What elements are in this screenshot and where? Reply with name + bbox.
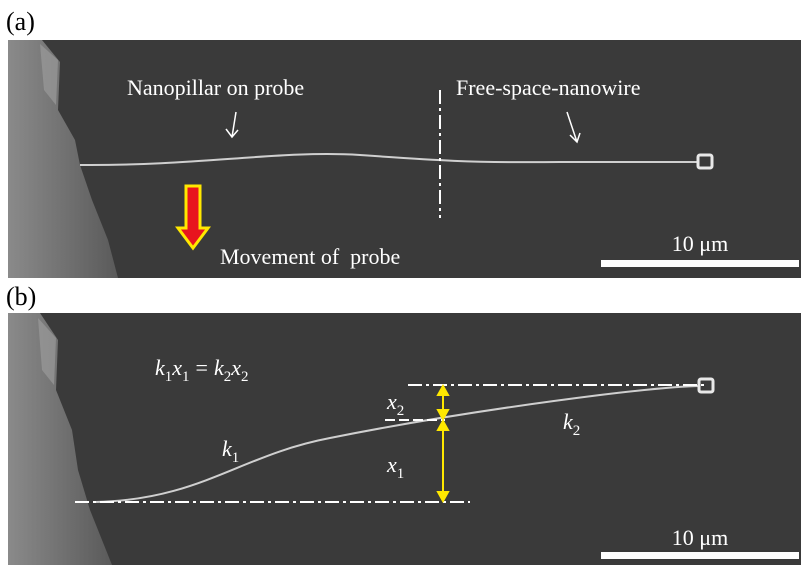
panel-label: (a) <box>6 7 35 36</box>
scale-bar <box>601 552 799 559</box>
scale-label: 10 μm <box>672 231 728 256</box>
figure: (a) Nanopillar on probe Free-space-nanow… <box>0 0 801 570</box>
panel-a: (a) Nanopillar on probe Free-space-nanow… <box>6 7 801 278</box>
annotation: Free-space-nanowire <box>456 75 640 100</box>
panel-b: (b) k1x1=k2x2 k1 x2 x1 k2 10 μm <box>6 282 801 565</box>
scale-label: 10 μm <box>672 525 728 550</box>
scale-bar <box>601 260 799 267</box>
panel-label: (b) <box>6 282 36 311</box>
annotation: Movement of probe <box>220 244 400 269</box>
annotation: Nanopillar on probe <box>127 75 304 100</box>
